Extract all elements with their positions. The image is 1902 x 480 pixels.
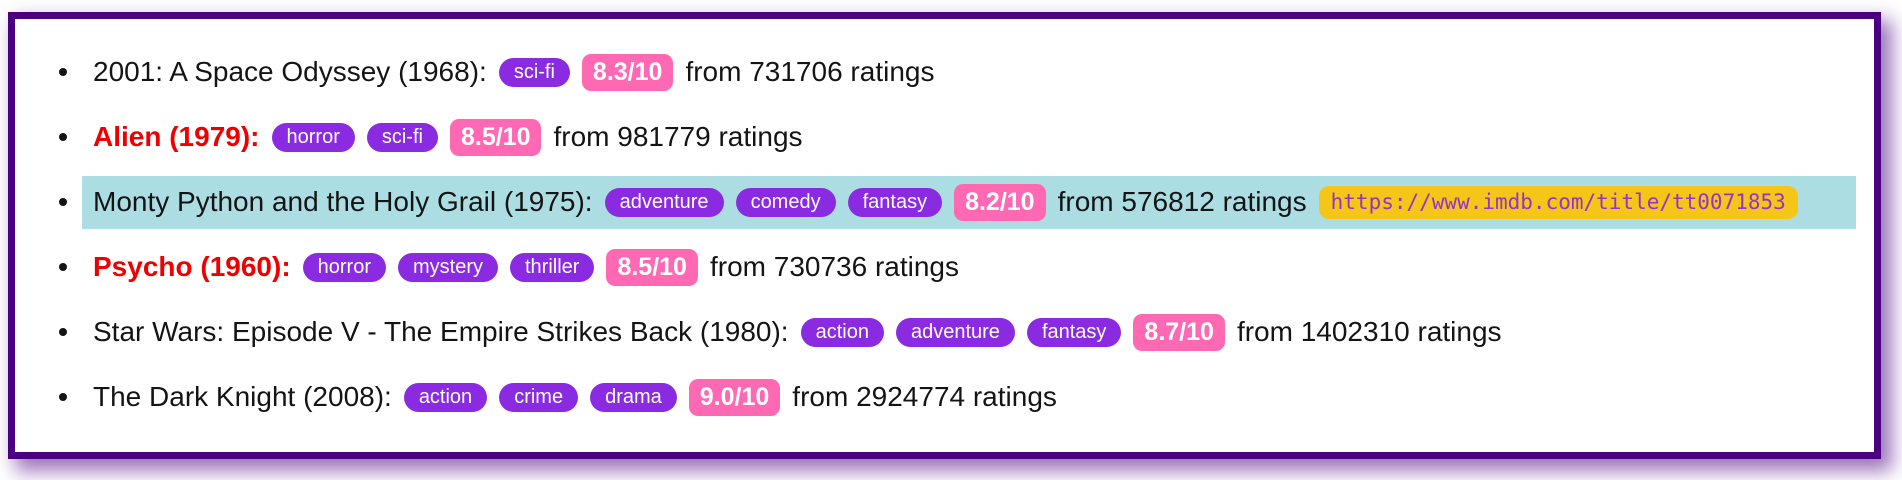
movie-row-content: Psycho (1960): horror mystery thriller 8.5… — [93, 248, 960, 286]
bullet-icon — [59, 198, 67, 206]
rating-badge: 8.2/10 — [954, 183, 1046, 221]
movie-results-panel: 2001: A Space Odyssey (1968): sci-fi 8.3… — [8, 12, 1881, 459]
movie-list-item: Monty Python and the Holy Grail (1975): … — [59, 175, 1874, 229]
movie-list-item: Alien (1979): horror sci-fi 8.5/10 from 9… — [59, 114, 1874, 160]
genre-tag: sci-fi — [366, 122, 438, 152]
movie-list-item: Star Wars: Episode V - The Empire Strike… — [59, 309, 1874, 355]
genre-tag: thriller — [510, 252, 595, 282]
movie-row-content: Monty Python and the Holy Grail (1975): … — [82, 175, 1856, 229]
rating-badge: 8.5/10 — [606, 248, 698, 286]
genre-tag: sci-fi — [498, 57, 570, 87]
ratings-count: from 1402310 ratings — [1236, 316, 1502, 347]
movie-list-item: 2001: A Space Odyssey (1968): sci-fi 8.3… — [59, 49, 1874, 95]
genre-tag: adventure — [604, 187, 724, 217]
genre-tag: fantasy — [847, 187, 943, 217]
bullet-icon — [59, 68, 67, 76]
movie-row-content: 2001: A Space Odyssey (1968): sci-fi 8.3… — [93, 53, 935, 91]
ratings-count: from 576812 ratings — [1057, 186, 1307, 217]
genre-tag: crime — [499, 382, 579, 412]
imdb-url-link[interactable]: https://www.imdb.com/title/tt0071853 — [1318, 185, 1798, 219]
genre-tag: horror — [302, 252, 386, 282]
genre-tag: horror — [271, 122, 355, 152]
movie-list-item: Psycho (1960): horror mystery thriller 8.5… — [59, 244, 1874, 290]
movie-list-item: The Dark Knight (2008): action crime drama… — [59, 374, 1874, 420]
bullet-icon — [59, 328, 67, 336]
movie-title: Monty Python and the Holy Grail (1975): — [93, 186, 593, 217]
ratings-count: from 2924774 ratings — [792, 381, 1057, 412]
movie-row-content: Alien (1979): horror sci-fi 8.5/10 from 9… — [93, 118, 803, 156]
rating-badge: 8.3/10 — [581, 53, 674, 91]
rating-badge: 9.0/10 — [688, 378, 781, 416]
ratings-count: from 731706 ratings — [685, 56, 935, 87]
genre-tag: adventure — [895, 317, 1015, 347]
movie-list: 2001: A Space Odyssey (1968): sci-fi 8.3… — [15, 19, 1874, 420]
rating-badge: 8.5/10 — [449, 118, 542, 156]
bullet-icon — [59, 393, 67, 401]
ratings-count: from 730736 ratings — [709, 251, 960, 282]
genre-tag: action — [403, 382, 488, 412]
genre-tag: drama — [590, 382, 677, 412]
movie-row-content: The Dark Knight (2008): action crime drama… — [93, 378, 1057, 416]
movie-title: Psycho (1960): — [93, 251, 291, 282]
movie-title: Alien (1979): — [93, 121, 260, 152]
movie-title: Star Wars: Episode V - The Empire Strike… — [93, 316, 789, 347]
genre-tag: fantasy — [1026, 317, 1122, 347]
genre-tag: comedy — [735, 187, 836, 217]
genre-tag: mystery — [398, 252, 498, 282]
movie-row-content: Star Wars: Episode V - The Empire Strike… — [93, 313, 1502, 351]
movie-title: 2001: A Space Odyssey (1968): — [93, 56, 487, 87]
genre-tag: action — [800, 317, 884, 347]
movie-title: The Dark Knight (2008): — [93, 381, 392, 412]
bullet-icon — [59, 133, 67, 141]
bullet-icon — [59, 263, 67, 271]
ratings-count: from 981779 ratings — [553, 121, 803, 152]
rating-badge: 8.7/10 — [1133, 313, 1225, 351]
